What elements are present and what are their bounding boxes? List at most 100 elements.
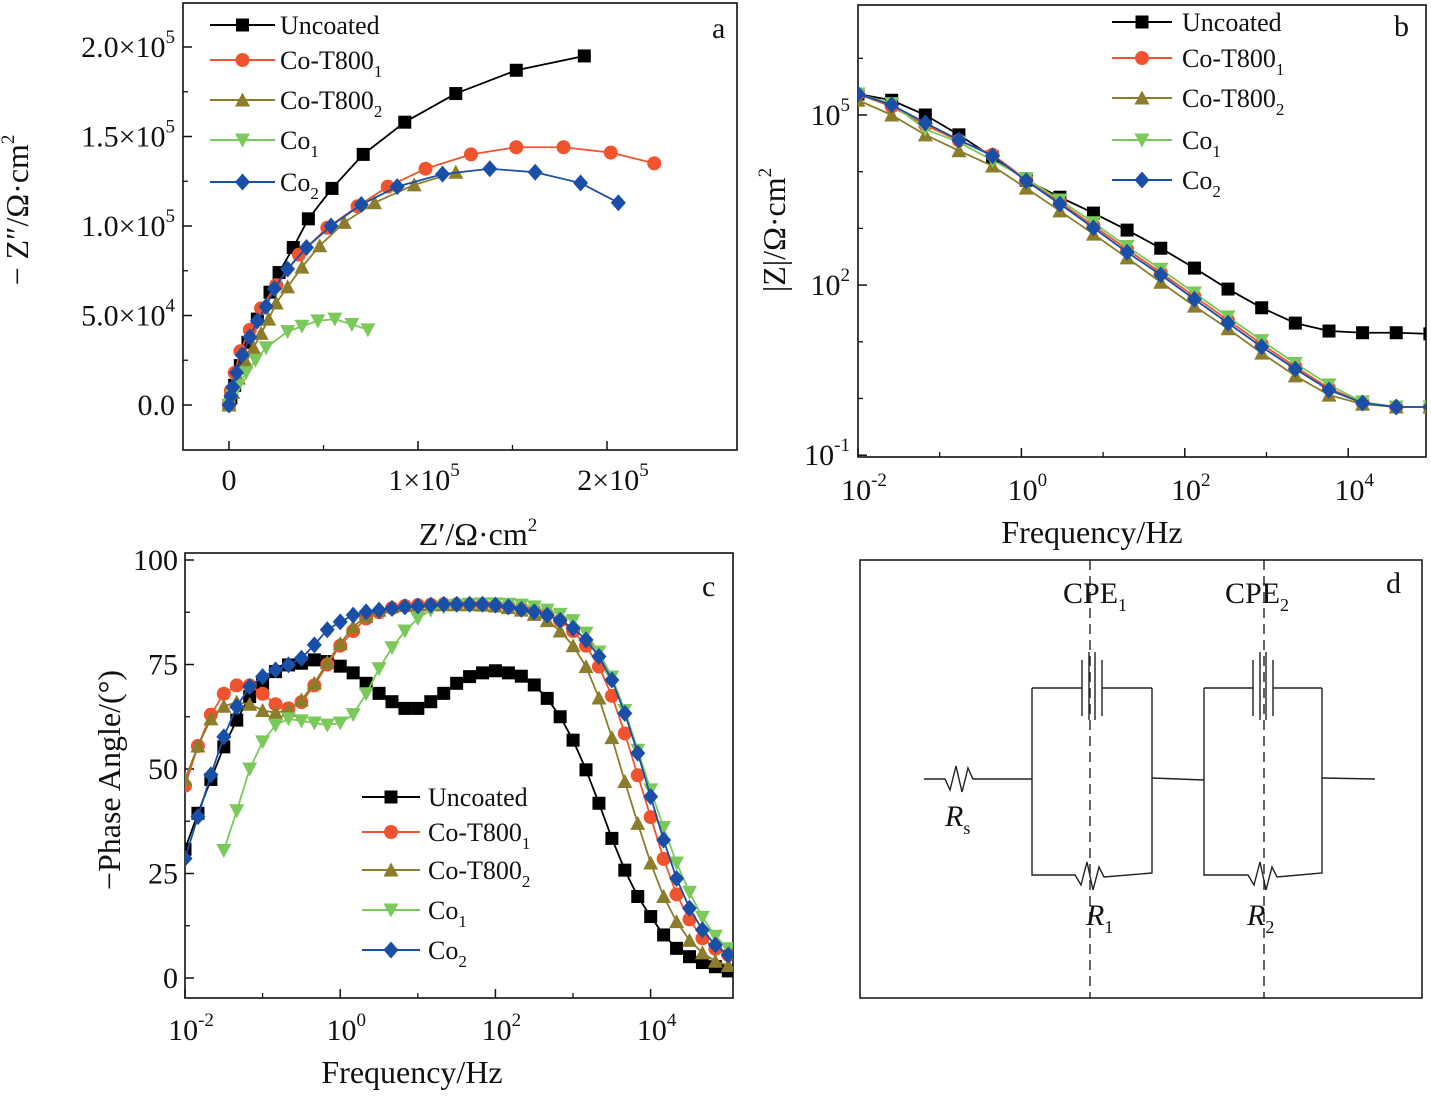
data-point (307, 653, 321, 667)
data-point (238, 354, 254, 369)
data-point (475, 595, 491, 613)
data-point (566, 733, 580, 747)
y-tick-label: 50 (148, 753, 178, 786)
panel-label: c (702, 570, 715, 603)
chart-b-bode-impedance: 10-2 100 102 104 10-1 102 105 Frequency/Hz |Z|/Ω… (755, 4, 1427, 550)
data-point (552, 611, 568, 629)
x-tick-label: 104 (1334, 470, 1374, 507)
data-point (242, 762, 258, 777)
y-tick-label: 25 (148, 858, 178, 891)
data-point (579, 763, 593, 777)
data-point (306, 716, 322, 731)
data-point (225, 378, 241, 396)
data-point (682, 899, 698, 917)
data-point (312, 238, 328, 253)
data-point (605, 831, 619, 845)
data-point (319, 621, 335, 639)
data-point (592, 796, 606, 810)
data-point (371, 601, 387, 619)
data-point (482, 160, 498, 178)
data-point (669, 887, 684, 902)
y-tick-label: 10-1 (804, 435, 850, 472)
data-point (333, 659, 347, 673)
data-point (656, 851, 671, 866)
data-point (707, 953, 723, 968)
data-point (255, 686, 270, 701)
data-point (1389, 326, 1403, 340)
plot-frame (184, 552, 734, 999)
data-point (255, 668, 271, 686)
data-point (656, 831, 672, 849)
data-point (435, 165, 451, 183)
data-point (268, 718, 284, 733)
data-point (603, 145, 618, 160)
data-point (630, 768, 645, 783)
y-tick-label: 1.5×105 (81, 117, 175, 154)
data-point (647, 156, 662, 171)
data-point (410, 612, 426, 627)
data-point (280, 260, 296, 278)
x-tick-label: 1×105 (388, 460, 459, 497)
data-point (280, 279, 296, 294)
data-point (268, 697, 283, 712)
data-point (682, 912, 697, 927)
data-point (229, 364, 245, 382)
legend-label: Co-T8002 (1182, 84, 1284, 119)
data-point (488, 664, 502, 678)
data-point (280, 712, 296, 727)
x-tick-label: 2×105 (577, 460, 648, 497)
data-point (190, 738, 206, 753)
y-axis-label: − Z″/Ω·cm2 (0, 135, 35, 286)
data-point (327, 312, 343, 327)
data-point (261, 311, 277, 326)
x-axis-label: Frequency/Hz (321, 1054, 502, 1090)
panel-label: b (1394, 10, 1409, 43)
data-point (540, 691, 554, 705)
data-point (185, 771, 193, 786)
data-point (185, 849, 193, 867)
legend-label: Uncoated (280, 11, 380, 40)
x-tick-label: 10-2 (841, 470, 887, 507)
legend-marker (1134, 90, 1150, 105)
data-point (398, 701, 412, 715)
data-point (917, 114, 933, 132)
data-point (643, 788, 659, 806)
data-point (513, 600, 529, 618)
data-point (306, 636, 322, 654)
cpe-2 (1252, 652, 1274, 720)
data-point (203, 766, 219, 784)
panel-label-d: d (1386, 567, 1401, 600)
plot-frame (182, 2, 738, 451)
data-point (216, 686, 231, 701)
data-point (643, 855, 659, 870)
legend-marker (235, 133, 250, 148)
legend-label: Co2 (428, 936, 467, 971)
data-point (1254, 338, 1270, 356)
data-point (398, 115, 412, 129)
data-point (238, 366, 254, 381)
data-point (372, 686, 386, 700)
data-point (410, 597, 426, 615)
data-point (591, 690, 607, 705)
data-point (720, 946, 733, 964)
data-point (319, 654, 335, 669)
data-point (1120, 223, 1134, 237)
data-point (301, 212, 315, 226)
data-point (384, 599, 400, 617)
y-tick-label: 5.0×104 (81, 296, 175, 333)
x-tick-label: 0 (222, 464, 237, 497)
data-point (509, 63, 523, 77)
legend-marker (1134, 133, 1150, 148)
data-point (462, 595, 478, 613)
y-axis-label: |Z|/Ω·cm2 (755, 168, 792, 292)
y-tick-label: 100 (133, 544, 178, 577)
data-point (604, 671, 620, 689)
data-point (1322, 324, 1336, 338)
data-point (669, 870, 685, 888)
wire-out (1321, 777, 1376, 780)
legend-label: Co1 (280, 126, 319, 161)
legend-marker (383, 903, 399, 918)
resistor-rs (924, 765, 1032, 793)
legend-marker (384, 790, 398, 804)
data-point (310, 314, 326, 329)
